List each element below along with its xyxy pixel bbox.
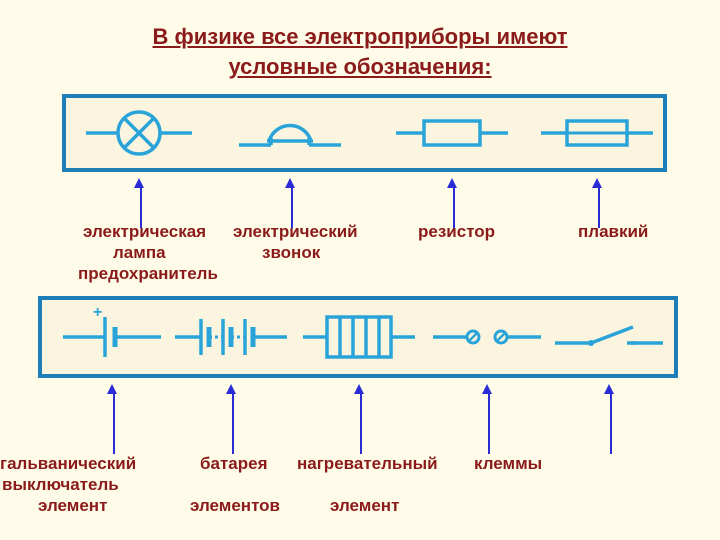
component-label: предохранитель (78, 264, 218, 284)
component-label: резистор (418, 222, 495, 242)
heater-symbol (299, 303, 419, 367)
fuse-symbol (537, 103, 657, 163)
lamp-symbol (84, 103, 194, 163)
pointer-arrow (596, 178, 602, 228)
component-label: гальванический (0, 454, 136, 474)
component-label: лампа (113, 243, 166, 263)
pointer-arrow (111, 384, 117, 454)
galvanic-cell-symbol: + (57, 303, 167, 367)
component-label: электрическая (83, 222, 206, 242)
component-label: элементов (190, 496, 280, 516)
pointer-arrow (358, 384, 364, 454)
component-label: звонок (262, 243, 320, 263)
component-label: батарея (200, 454, 268, 474)
resistor-symbol (392, 103, 512, 163)
pointer-arrow (289, 178, 295, 228)
component-label: элемент (38, 496, 107, 516)
bell-symbol (235, 103, 345, 163)
component-label: элемент (330, 496, 399, 516)
pointer-arrow (608, 384, 614, 454)
component-label: электрический (233, 222, 358, 242)
pointer-arrow (486, 384, 492, 454)
pointer-arrow (230, 384, 236, 454)
page-title: В физике все электроприборы имеют условн… (0, 0, 720, 81)
pointer-arrow (451, 178, 457, 228)
title-line2: условные обозначения: (228, 54, 491, 79)
battery-symbol (171, 303, 291, 367)
pointer-arrow (138, 178, 144, 228)
switch-symbol (549, 303, 669, 367)
component-label: клеммы (474, 454, 542, 474)
component-label: нагревательный (297, 454, 438, 474)
svg-text:+: + (93, 304, 102, 321)
terminals-symbol (427, 303, 547, 367)
title-line1: В физике все электроприборы имеют (152, 24, 567, 49)
component-label: выключатель (2, 475, 119, 495)
component-label: плавкий (578, 222, 648, 242)
